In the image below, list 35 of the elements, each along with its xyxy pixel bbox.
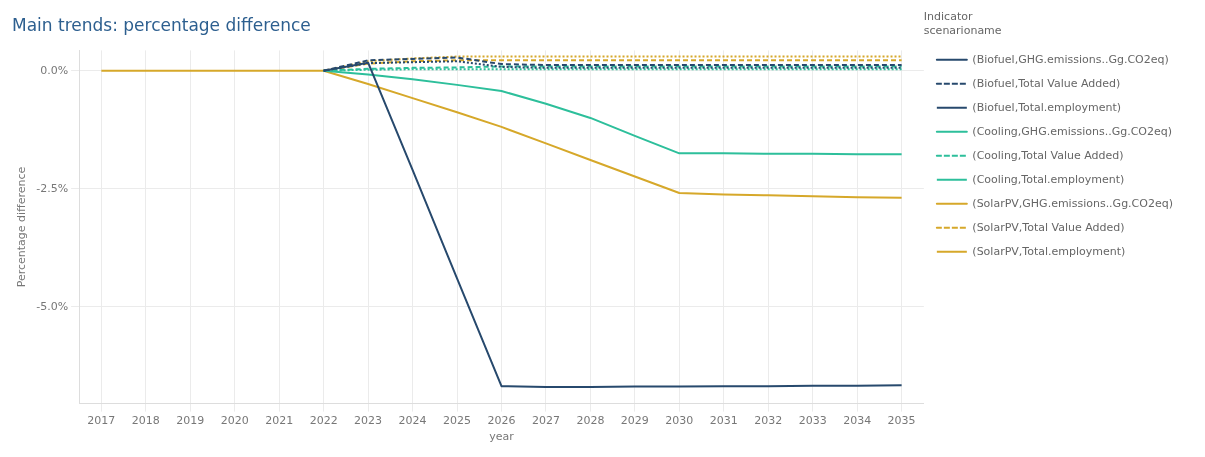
- x-tick-label: 2028: [576, 414, 605, 428]
- x-tick-label: 2025: [443, 414, 472, 428]
- legend-label: (Cooling,GHG.emissions..Gg.CO2eq): [972, 124, 1173, 138]
- y-tick-label: -5.0%: [36, 299, 69, 313]
- x-tick-label: 2033: [798, 414, 827, 428]
- x-tick-label: 2021: [265, 414, 294, 428]
- legend-label: (Biofuel,Total.employment): [972, 100, 1122, 114]
- x-tick-label: 2023: [354, 414, 383, 428]
- y-axis-title: Percentage difference: [15, 166, 29, 288]
- legend-label: (SolarPV,GHG.emissions..Gg.CO2eq): [972, 196, 1174, 210]
- x-tick-label: 2035: [887, 414, 916, 428]
- y-tick-label: -2.5%: [36, 181, 69, 195]
- x-axis-title: year: [489, 430, 515, 444]
- x-tick-label: 2031: [709, 414, 738, 428]
- x-tick-label: 2029: [620, 414, 649, 428]
- x-tick-label: 2034: [843, 414, 872, 428]
- x-tick-label: 2032: [754, 414, 783, 428]
- x-tick-label: 2026: [487, 414, 516, 428]
- x-tick-label: 2017: [87, 414, 116, 428]
- x-tick-label: 2019: [176, 414, 205, 428]
- y-tick-label: 0.0%: [40, 63, 69, 77]
- legend-label: (Cooling,Total Value Added): [972, 148, 1124, 162]
- legend-label: (Biofuel,Total Value Added): [972, 76, 1121, 90]
- x-tick-label: 2022: [309, 414, 338, 428]
- x-tick-label: 2018: [131, 414, 160, 428]
- legend-label: (SolarPV,Total Value Added): [972, 220, 1125, 234]
- legend-title: Indicator scenarioname: [923, 10, 1002, 37]
- x-tick-label: 2024: [398, 414, 427, 428]
- legend-label: (Biofuel,GHG.emissions..Gg.CO2eq): [972, 52, 1169, 66]
- x-tick-label: 2020: [220, 414, 249, 428]
- chart-title: Main trends: percentage difference: [12, 14, 311, 35]
- legend-label: (SolarPV,Total.employment): [972, 244, 1126, 258]
- legend-label: (Cooling,Total.employment): [972, 172, 1125, 186]
- x-tick-label: 2030: [665, 414, 694, 428]
- x-tick-label: 2027: [531, 414, 560, 428]
